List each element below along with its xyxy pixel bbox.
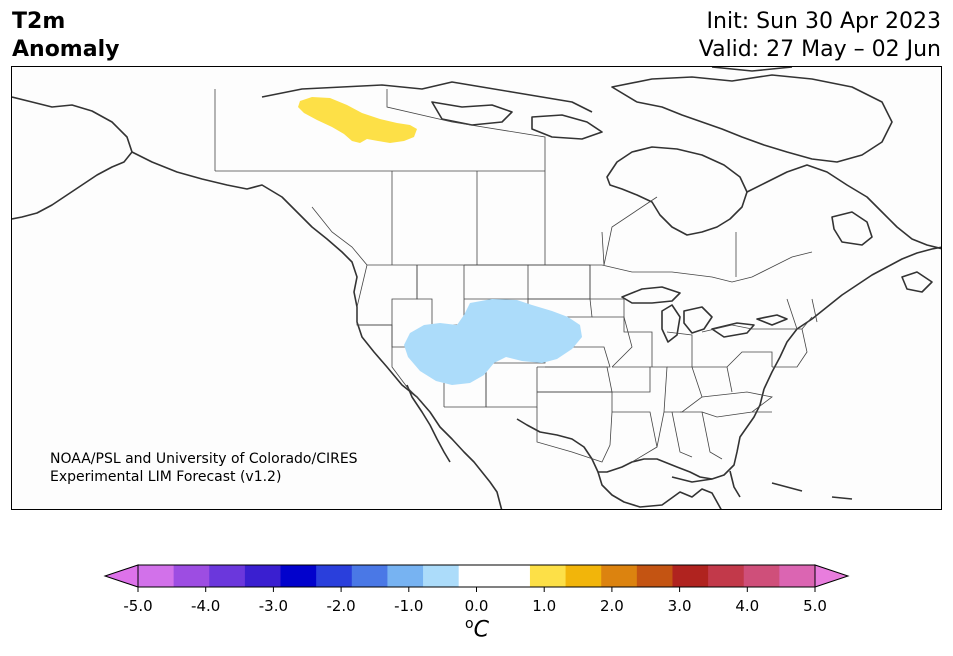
title-line-variable: T2m: [12, 9, 66, 34]
colorbar-swatch: [601, 565, 638, 587]
colorbar-swatch: [743, 565, 780, 587]
colorbar-swatch: [280, 565, 317, 587]
credit-text: NOAA/PSL and University of Colorado/CIRE…: [50, 450, 358, 486]
colorbar-tick-label: -4.0: [191, 597, 221, 615]
colorbar-swatch: [138, 565, 175, 587]
credit-line-1: NOAA/PSL and University of Colorado/CIRE…: [50, 451, 358, 467]
colorbar-tick-label: -5.0: [123, 597, 153, 615]
date-info: Init: Sun 30 Apr 2023 Valid: 27 May – 02…: [699, 8, 941, 64]
cool-anomaly-region: [404, 299, 582, 385]
colorbar-swatch: [244, 565, 282, 587]
colorbar-tick-label: 1.0: [532, 597, 557, 615]
colorbar-swatch: [351, 565, 388, 587]
north-america-map: [12, 67, 941, 509]
unit-degree: o: [465, 616, 474, 632]
colorbar-tick-label: -3.0: [258, 597, 289, 615]
valid-date: Valid: 27 May – 02 Jun: [698, 37, 941, 62]
colorbar-swatch: [672, 565, 709, 587]
unit-letter: C: [473, 617, 489, 643]
colorbar-swatch: [458, 565, 495, 587]
colorbar-swatch: [423, 565, 460, 587]
colorbar-swatches: [103, 564, 850, 592]
colorbar-tick-label: 0.0: [464, 597, 489, 615]
colorbar-over-arrow: [814, 564, 850, 588]
colorbar-swatch: [636, 565, 673, 587]
map-title: T2m Anomaly: [12, 8, 119, 64]
colorbar-swatch: [209, 565, 246, 587]
colorbar-tick-label: 4.0: [735, 597, 760, 615]
colorbar-swatch: [173, 565, 210, 587]
colorbar-under-arrow: [103, 564, 139, 588]
colorbar-tick-label: 3.0: [667, 597, 692, 615]
title-line-type: Anomaly: [12, 37, 120, 62]
colorbar-swatch: [316, 565, 353, 587]
colorbar: [103, 564, 850, 592]
credit-line-2: Experimental LIM Forecast (v1.2): [50, 469, 282, 485]
colorbar-tick-label: -2.0: [326, 597, 356, 615]
map-panel: NOAA/PSL and University of Colorado/CIRE…: [11, 66, 942, 510]
colorbar-swatch: [708, 565, 745, 587]
warm-anomaly-region: [298, 97, 417, 143]
colorbar-swatch: [565, 565, 602, 587]
colorbar-swatch: [529, 565, 567, 587]
coastlines: [12, 67, 941, 509]
colorbar-tick-label: -1.0: [394, 597, 424, 615]
political-boundaries: [214, 89, 818, 463]
init-date: Init: Sun 30 Apr 2023: [706, 9, 941, 34]
colorbar-tick-label: 2.0: [599, 597, 624, 615]
colorbar-unit: oC: [465, 616, 489, 642]
colorbar-swatch: [494, 565, 531, 587]
colorbar-tick-label: 5.0: [803, 597, 827, 615]
colorbar-swatch: [387, 565, 424, 587]
colorbar-swatch: [779, 565, 816, 587]
